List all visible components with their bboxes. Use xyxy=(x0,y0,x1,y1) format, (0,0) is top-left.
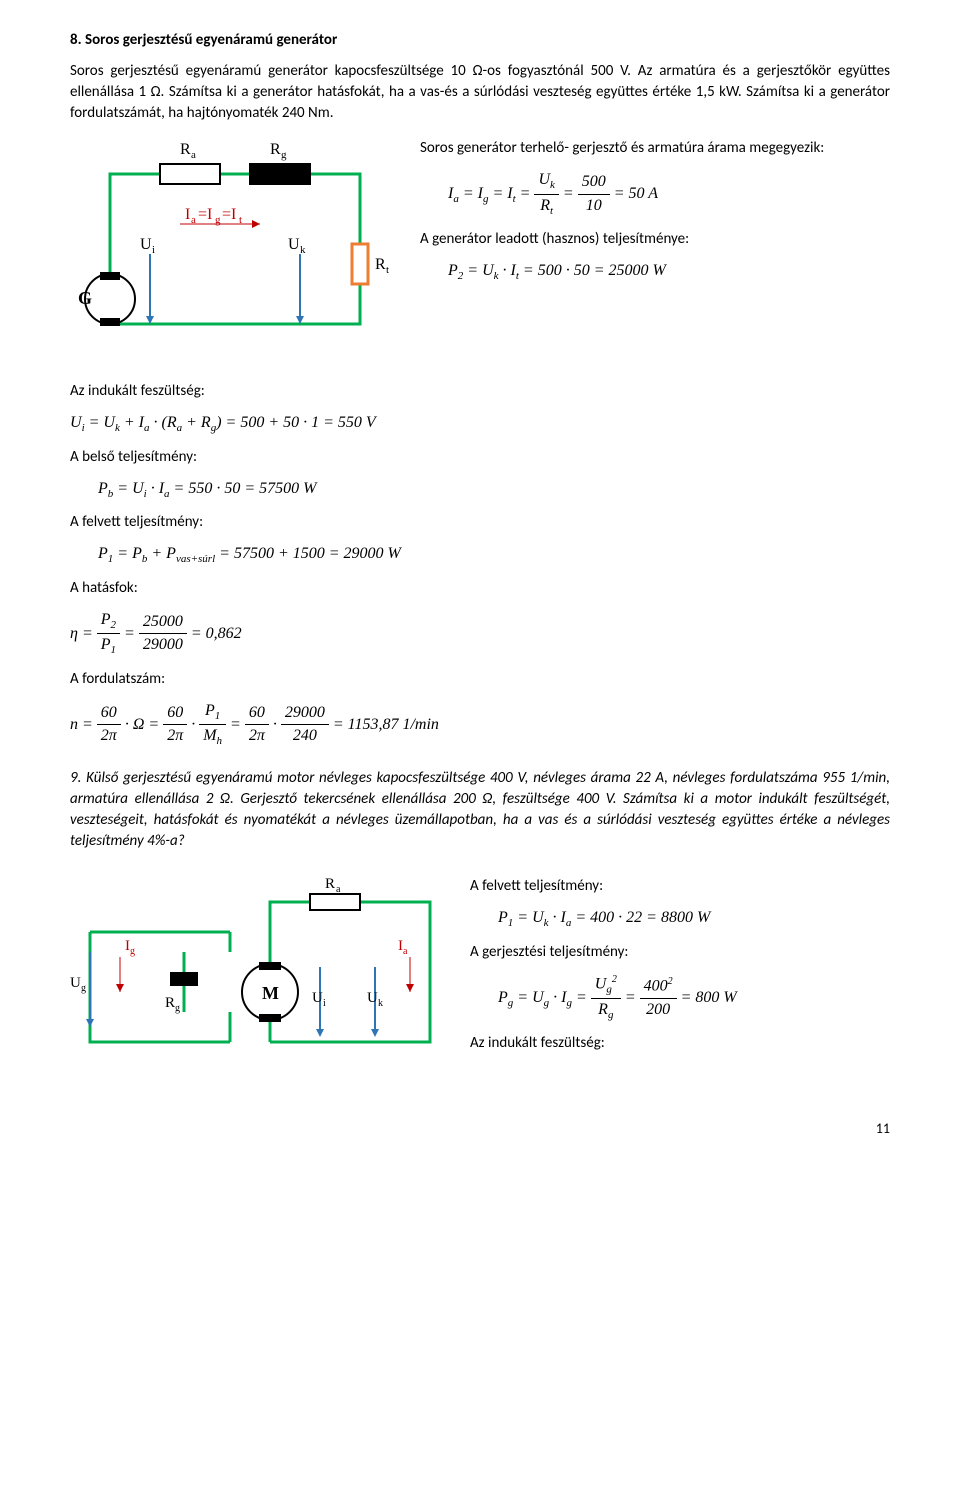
eq-Ia: Ia = Ig = It = UkRt = 50010 = 50 A xyxy=(448,169,890,219)
eq-n: n = 602π · Ω = 602π · P1Mh = 602π · 2900… xyxy=(70,700,890,750)
eq-Ui: Ui = Uk + Ia · (Ra + Rg) = 500 + 50 · 1 … xyxy=(70,412,890,437)
rtext1: Soros generátor terhelő- gerjesztő és ar… xyxy=(420,138,890,159)
eq-P1: P1 = Pb + Pvas+súrl = 57500 + 1500 = 290… xyxy=(98,543,890,568)
figure-series-generator: Ra Rg Ia =Ig =It G Ui Uk Rt xyxy=(70,134,400,351)
label-Ui: Az indukált feszültség: xyxy=(70,381,890,402)
sec9-label-Pg: A gerjesztési teljesítmény: xyxy=(470,942,890,963)
eq-P2: P2 = Uk · It = 500 · 50 = 25000 W xyxy=(448,260,890,285)
svg-text:U: U xyxy=(367,990,378,1006)
svg-text:a: a xyxy=(403,946,408,957)
svg-text:I: I xyxy=(185,206,190,223)
label-n: A fordulatszám: xyxy=(70,669,890,690)
eq-Pb: Pb = Ui · Ia = 550 · 50 = 57500 W xyxy=(98,478,890,503)
svg-text:R: R xyxy=(375,256,386,273)
svg-text:k: k xyxy=(378,998,383,1009)
svg-text:G: G xyxy=(78,288,92,308)
svg-text:i: i xyxy=(152,244,155,256)
svg-text:g: g xyxy=(281,149,287,161)
svg-text:g: g xyxy=(175,1003,180,1014)
eq-eta: η = P2P1 = 2500029000 = 0,862 xyxy=(70,609,890,659)
svg-text:=I: =I xyxy=(198,206,212,223)
svg-text:a: a xyxy=(336,884,341,895)
svg-text:a: a xyxy=(191,149,196,161)
svg-text:=I: =I xyxy=(222,206,236,223)
label-P1: A felvett teljesítmény: xyxy=(70,512,890,533)
svg-text:U: U xyxy=(312,990,323,1006)
sec9-eq-P1: P1 = Uk · Ia = 400 · 22 = 8800 W xyxy=(498,907,890,932)
figure-external-motor: Rg Ug Ig Ra M Ia xyxy=(70,872,450,1079)
svg-text:i: i xyxy=(323,998,326,1009)
sec8-p1: Soros gerjesztésű egyenáramú generátor k… xyxy=(70,61,890,124)
sec9-label-Ui: Az indukált feszültség: xyxy=(470,1033,890,1054)
sec8-num: 8. xyxy=(70,31,82,49)
svg-text:U: U xyxy=(140,236,152,253)
rtext2: A generátor leadott (hasznos) teljesítmé… xyxy=(420,229,890,250)
svg-text:R: R xyxy=(165,995,175,1011)
sec9-eq-Pg: Pg = Ug · Ig = Ug2Rg = 4002200 = 800 W xyxy=(498,973,890,1023)
sec8-title: Soros gerjesztésű egyenáramú generátor xyxy=(85,31,337,49)
label-Pb: A belső teljesítmény: xyxy=(70,447,890,468)
page-number: 11 xyxy=(70,1119,890,1139)
svg-text:g: g xyxy=(130,946,135,957)
svg-text:M: M xyxy=(262,983,279,1003)
sec9-num: 9. xyxy=(70,769,81,787)
sec9-p1: 9. Külső gerjesztésű egyenáramú motor né… xyxy=(70,768,890,852)
svg-text:U: U xyxy=(70,975,81,991)
svg-text:U: U xyxy=(288,236,300,253)
svg-text:R: R xyxy=(325,876,335,892)
sec9-label-P1: A felvett teljesítmény: xyxy=(470,876,890,897)
svg-text:t: t xyxy=(386,264,389,276)
svg-text:R: R xyxy=(180,141,191,158)
label-eta: A hatásfok: xyxy=(70,578,890,599)
svg-text:k: k xyxy=(300,244,306,256)
svg-text:g: g xyxy=(81,983,86,994)
svg-text:R: R xyxy=(270,141,281,158)
